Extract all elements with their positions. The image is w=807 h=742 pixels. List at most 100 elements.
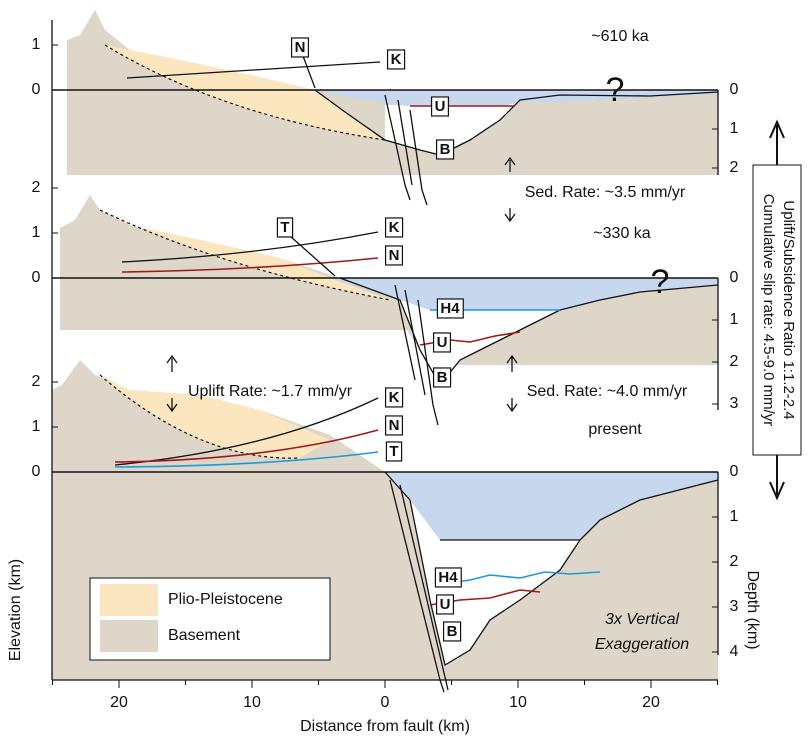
depth-tick-label: 0 [730, 269, 739, 286]
depth-tick-label: 1 [730, 508, 739, 525]
label-box [436, 298, 464, 319]
y-tick-label: 2 [32, 373, 41, 390]
horizon-label: B [440, 141, 451, 158]
faults [389, 479, 449, 693]
depth-tick-label: 3 [730, 598, 739, 615]
depth-tick-label: 2 [730, 553, 739, 570]
rate: Sed. Rate: ~3.5 mm/yr [525, 184, 686, 201]
age: ~330 ka [593, 225, 650, 242]
horizon-h4 [434, 571, 601, 586]
horizon-n [121, 257, 379, 273]
age: present [588, 421, 642, 438]
depth-tick-label: 3 [730, 395, 739, 412]
label-box [384, 245, 404, 266]
depth-tick-label: 0 [730, 81, 739, 98]
horizon-label: K [391, 51, 402, 68]
horizon-t [114, 451, 379, 468]
leader [289, 235, 336, 277]
label-box [385, 441, 403, 462]
depth-tick-label: 4 [730, 643, 739, 660]
y-axis-label: Elevation (km) [7, 559, 24, 661]
panel-present: Plio-Pleistocene Basement 3x Vertical Ex… [52, 360, 719, 693]
y-tick-label: 0 [32, 81, 41, 98]
label-box [432, 367, 452, 388]
water [330, 278, 718, 310]
horizon-label: B [437, 369, 448, 386]
surface [314, 89, 719, 156]
note: 3x Vertical [605, 611, 680, 628]
depth-tick-label: 0 [730, 463, 739, 480]
query: ? [651, 263, 670, 301]
water [385, 472, 718, 540]
mountain [67, 10, 315, 90]
horizon-label: T [389, 443, 398, 460]
basement-contact [99, 374, 301, 459]
horizon-label: N [389, 417, 400, 434]
basin-fill [400, 300, 560, 385]
rate: Uplift Rate: ~1.7 mm/yr [188, 383, 353, 400]
rate: Sed. Rate: ~4.0 mm/yr [527, 383, 688, 400]
plio-pleistocene [105, 45, 385, 140]
faults [394, 284, 439, 426]
label-box [434, 567, 462, 588]
horizon-label: U [435, 98, 446, 115]
y-tick-label: 1 [32, 36, 41, 53]
age: ~610 ka [591, 28, 648, 45]
label-box [435, 139, 455, 160]
x-tick-label: 20 [110, 694, 128, 711]
horizon-label: H4 [440, 300, 460, 317]
legend-label: Plio-Pleistocene [168, 591, 283, 608]
horizon-label: N [295, 39, 306, 56]
faults [384, 94, 428, 206]
horizon-label: B [447, 623, 458, 640]
horizon-k [126, 61, 381, 79]
horizon-label: U [437, 334, 448, 351]
surface [384, 471, 719, 667]
legend-swatch [100, 584, 158, 616]
label-box [384, 415, 404, 436]
y-tick-label: 2 [32, 179, 41, 196]
query: ? [606, 71, 625, 109]
note: Cumulative slip rate: 4.5-9.0 mm/yr [760, 194, 777, 427]
label-box [290, 37, 310, 58]
x-tick-label: 10 [509, 694, 527, 711]
horizon-label: U [440, 596, 451, 613]
note-arrows [769, 119, 785, 501]
x-tick-label: 0 [381, 694, 390, 711]
y-tick-label: 1 [32, 418, 41, 435]
horizon-label: N [389, 247, 400, 264]
x-tick-label: 10 [243, 694, 261, 711]
basement-contact [104, 44, 386, 141]
horizon-n [114, 429, 379, 463]
basin-fill [385, 100, 520, 155]
label-box [432, 332, 452, 353]
horizon-label: K [389, 219, 400, 236]
note: Exaggeration [595, 636, 689, 653]
label-box [384, 387, 404, 408]
depth-tick-label: 2 [730, 159, 739, 176]
depth-tick-label: 1 [730, 311, 739, 328]
depth-tick-label: 2 [730, 353, 739, 370]
y-tick-label: 1 [32, 224, 41, 241]
panel-610ka [52, 10, 719, 206]
legend-swatch [100, 620, 158, 652]
legend-label: Basement [168, 627, 241, 644]
x-axis-label: Distance from fault (km) [300, 718, 470, 735]
label-box [435, 594, 455, 615]
rate-arrows [166, 156, 518, 413]
x-tick-label: 20 [642, 694, 660, 711]
y-tick-label: 0 [32, 269, 41, 286]
label-box [276, 217, 294, 238]
depth-axis-label: Depth (km) [744, 570, 761, 649]
label-box [386, 49, 406, 70]
basement-contact [99, 209, 391, 301]
note-box [752, 164, 802, 456]
horizon-label: K [389, 389, 400, 406]
label-box [384, 217, 404, 238]
horizon-label: T [280, 219, 289, 236]
y-tick-label: 0 [32, 463, 41, 480]
depth-tick-label: 1 [730, 120, 739, 137]
horizon-k [121, 231, 379, 263]
horizon-label: H4 [438, 569, 458, 586]
